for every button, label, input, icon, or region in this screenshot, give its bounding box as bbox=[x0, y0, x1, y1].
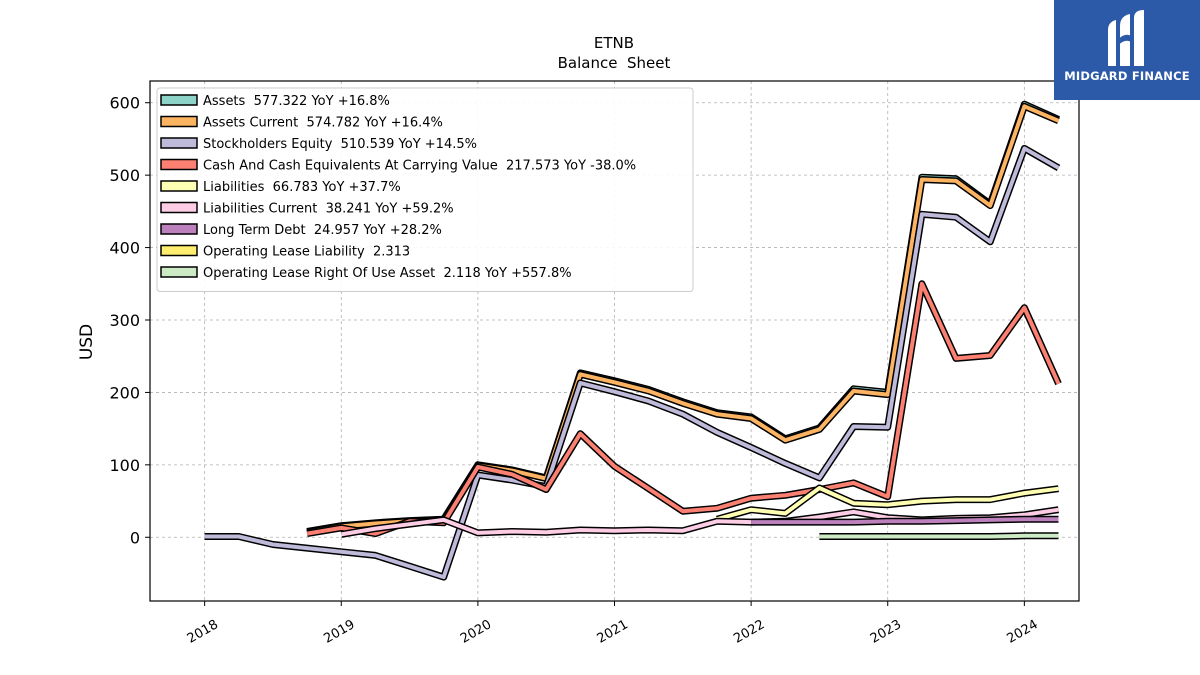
legend-label: Assets 577.322 YoY +16.8% bbox=[203, 94, 390, 109]
legend-entry: Assets Current 574.782 YoY +16.4% bbox=[160, 115, 443, 131]
series-line bbox=[306, 280, 1062, 538]
brand-logo: MIDGARD FINANCE bbox=[1054, 0, 1200, 100]
series-lines bbox=[204, 100, 1062, 581]
legend-swatch bbox=[160, 115, 198, 128]
legend-label: Assets Current 574.782 YoY +16.4% bbox=[203, 116, 443, 131]
legend-entry: Cash And Cash Equivalents At Carrying Va… bbox=[160, 158, 636, 174]
x-tick-label: 2021 bbox=[595, 617, 631, 647]
legend-entry: Stockholders Equity 510.539 YoY +14.5% bbox=[160, 137, 477, 152]
legend-entry: Operating Lease Liability 2.313 bbox=[160, 244, 410, 260]
y-axis-label: USD bbox=[77, 324, 97, 360]
series-line bbox=[751, 515, 1059, 526]
series-line-outline bbox=[306, 280, 1062, 538]
legend-label: Liabilities 66.783 YoY +37.7% bbox=[203, 180, 401, 195]
series-line bbox=[716, 484, 1059, 523]
brand-name: MIDGARD FINANCE bbox=[1064, 69, 1190, 83]
legend-label: Long Term Debt 24.957 YoY +28.2% bbox=[203, 223, 442, 238]
legend-swatch bbox=[160, 201, 198, 214]
x-tick-label: 2024 bbox=[1005, 617, 1041, 647]
legend-label: Operating Lease Liability 2.313 bbox=[203, 245, 410, 260]
y-tick-label: 400 bbox=[109, 239, 140, 258]
legend-swatch bbox=[160, 94, 198, 106]
chart-title: ETNB bbox=[594, 34, 634, 52]
y-tick-label: 0 bbox=[130, 528, 140, 547]
legend-entry: Liabilities Current 38.241 YoY +59.2% bbox=[160, 201, 454, 217]
series-line-fill bbox=[306, 281, 1061, 536]
x-tick-label: 2019 bbox=[321, 617, 357, 647]
x-tick-label: 2020 bbox=[458, 617, 494, 647]
legend-entry: Liabilities 66.783 YoY +37.7% bbox=[160, 180, 401, 195]
x-axis-ticks: 2018 2019 2020 2021 2022 2023 2024 bbox=[185, 601, 1041, 647]
series-line-fill bbox=[204, 146, 1060, 580]
y-tick-label: 100 bbox=[109, 456, 140, 475]
series-line bbox=[819, 532, 1059, 540]
legend-swatch bbox=[160, 137, 198, 149]
legend-entry: Long Term Debt 24.957 YoY +28.2% bbox=[160, 223, 442, 238]
legend-swatch bbox=[160, 244, 198, 257]
legend-label: Cash And Cash Equivalents At Carrying Va… bbox=[203, 159, 636, 174]
x-tick-label: 2018 bbox=[185, 617, 221, 647]
series-line-fill bbox=[751, 517, 1059, 525]
legend-box bbox=[156, 87, 694, 292]
stylized-m-logo-icon bbox=[1108, 10, 1144, 66]
legend-label: Liabilities Current 38.241 YoY +59.2% bbox=[203, 202, 454, 217]
y-tick-label: 200 bbox=[109, 383, 140, 402]
legend-swatch bbox=[160, 223, 198, 235]
legend-entry: Operating Lease Right Of Use Asset 2.118… bbox=[160, 266, 572, 281]
legend-swatch bbox=[160, 158, 198, 171]
series-line-fill bbox=[819, 533, 1059, 539]
x-tick-label: 2023 bbox=[868, 617, 904, 647]
y-tick-label: 300 bbox=[109, 311, 140, 330]
legend-swatch bbox=[160, 266, 198, 278]
y-tick-label: 600 bbox=[109, 94, 140, 113]
legend-swatch bbox=[160, 180, 198, 192]
y-tick-label: 500 bbox=[109, 166, 140, 185]
legend-label: Stockholders Equity 510.539 YoY +14.5% bbox=[203, 137, 477, 152]
x-tick-label: 2022 bbox=[731, 617, 767, 647]
legend-label: Operating Lease Right Of Use Asset 2.118… bbox=[203, 266, 572, 281]
chart-subtitle: Balance Sheet bbox=[558, 54, 671, 72]
y-axis-ticks: 0 100 200 300 400 500 600 bbox=[109, 94, 150, 547]
series-line-fill bbox=[716, 486, 1059, 522]
legend: Assets 577.322 YoY +16.8% Assets Current … bbox=[156, 87, 694, 292]
legend-entry: Assets 577.322 YoY +16.8% bbox=[160, 94, 390, 109]
series-line bbox=[204, 144, 1061, 581]
